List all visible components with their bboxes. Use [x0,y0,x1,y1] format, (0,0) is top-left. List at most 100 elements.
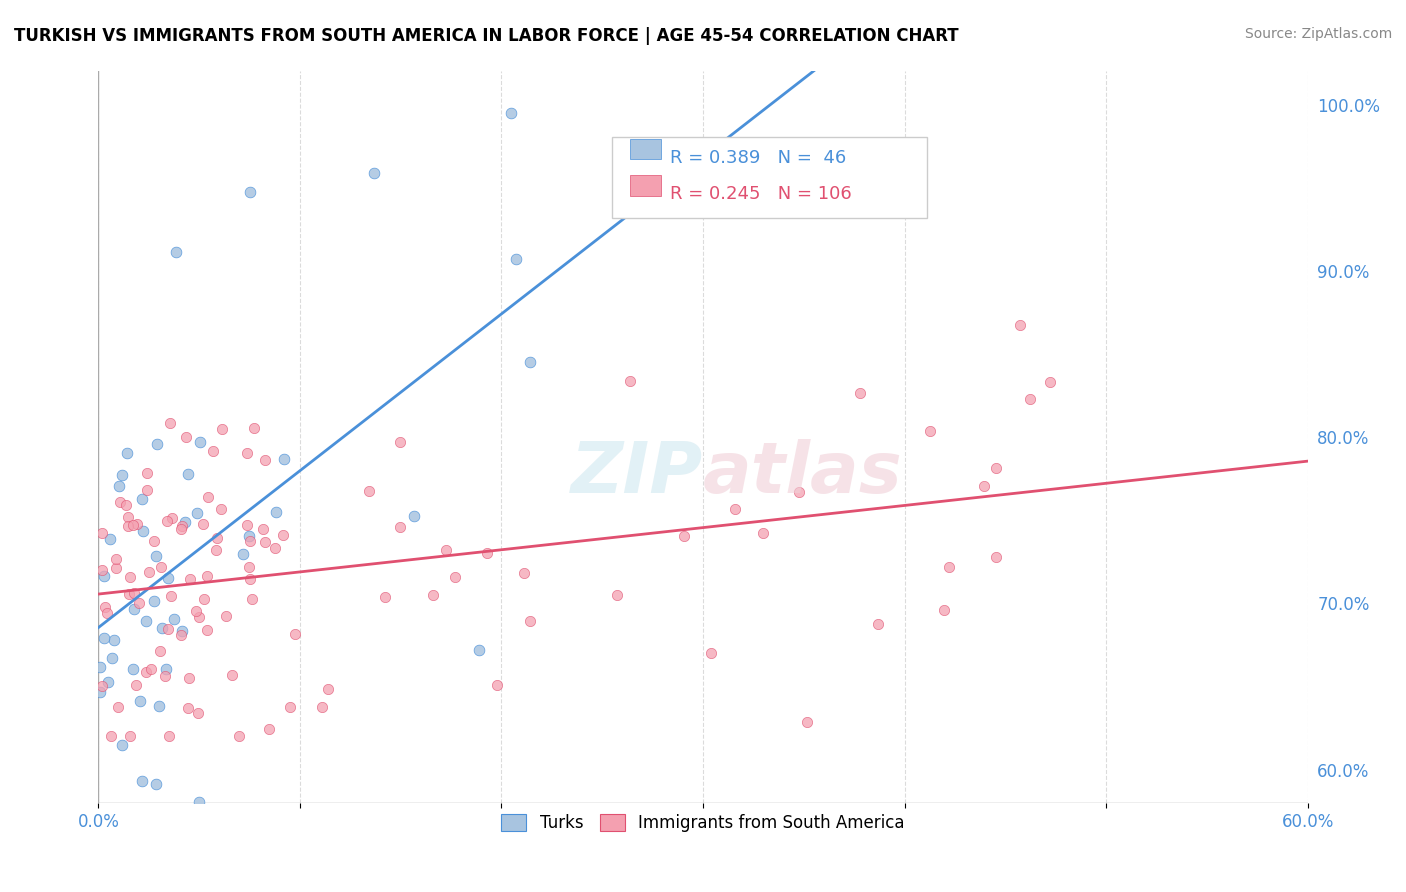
FancyBboxPatch shape [613,137,927,218]
Point [422,588,444,602]
Point [228,729,250,743]
Text: ZIP: ZIP [571,439,703,508]
Point [700,646,723,660]
Point [796,715,818,730]
Legend: Turks, Immigrants from South America: Turks, Immigrants from South America [495,807,911,838]
Point [135,614,157,628]
Point [176,467,198,482]
Point [211,422,233,436]
Point [388,519,411,533]
Point [232,547,254,561]
Point [787,484,810,499]
Point [519,614,541,628]
Point [125,517,148,532]
Point [149,643,172,657]
Point [920,425,942,439]
Point [239,185,262,199]
Point [513,566,536,581]
Point [187,795,209,809]
Point [143,534,166,549]
Point [93,631,115,645]
Point [866,617,889,632]
Point [103,632,125,647]
Point [155,662,177,676]
Point [938,559,960,574]
Point [148,699,170,714]
Point [606,588,628,602]
Point [131,491,153,506]
Point [363,166,385,180]
Text: TURKISH VS IMMIGRANTS FROM SOUTH AMERICA IN LABOR FORCE | AGE 45-54 CORRELATION : TURKISH VS IMMIGRANTS FROM SOUTH AMERICA… [14,27,959,45]
Point [1019,392,1042,406]
Point [243,421,266,435]
Point [186,506,208,520]
Point [138,565,160,579]
Point [94,600,117,615]
Point [239,533,262,548]
Point [205,531,228,545]
Point [160,590,183,604]
Point [238,528,260,542]
Point [157,729,180,743]
Point [467,643,489,657]
Point [374,590,396,604]
Point [475,546,498,560]
Point [973,478,995,492]
Point [202,444,225,458]
Point [149,560,172,574]
Point [150,620,173,634]
Point [188,435,211,450]
Point [197,491,219,505]
Point [357,483,380,498]
Point [193,516,215,531]
Point [143,594,166,608]
Point [170,519,193,533]
Point [254,453,277,467]
Point [170,624,193,638]
Point [115,498,138,512]
Point [91,679,114,693]
Point [278,699,301,714]
Point [434,542,457,557]
Point [723,502,745,516]
Point [145,437,167,451]
Text: R = 0.389   N =  46: R = 0.389 N = 46 [671,149,846,167]
Point [402,509,425,524]
Point [177,700,200,714]
Point [118,729,141,743]
Point [118,587,141,601]
Point [153,669,176,683]
Point [257,722,280,736]
Point [108,479,131,493]
Point [848,386,870,401]
Point [122,517,145,532]
Point [184,604,207,618]
Point [193,591,215,606]
Point [163,612,186,626]
Point [209,501,232,516]
Point [100,651,122,665]
Point [121,662,143,676]
Point [135,665,157,679]
Point [195,623,218,637]
Point [271,528,294,542]
Point [125,678,148,692]
Point [111,467,134,482]
Point [619,374,641,388]
Point [141,662,163,676]
Text: atlas: atlas [703,439,903,508]
Point [160,511,183,525]
Point [111,738,134,752]
Point [1039,375,1062,389]
Point [156,623,179,637]
Point [117,519,139,533]
Point [93,569,115,583]
Point [187,610,209,624]
Point [238,559,260,574]
Point [519,355,541,369]
Point [156,514,179,528]
Point [236,446,259,460]
Point [932,603,955,617]
Point [96,606,118,620]
Bar [630,175,661,195]
